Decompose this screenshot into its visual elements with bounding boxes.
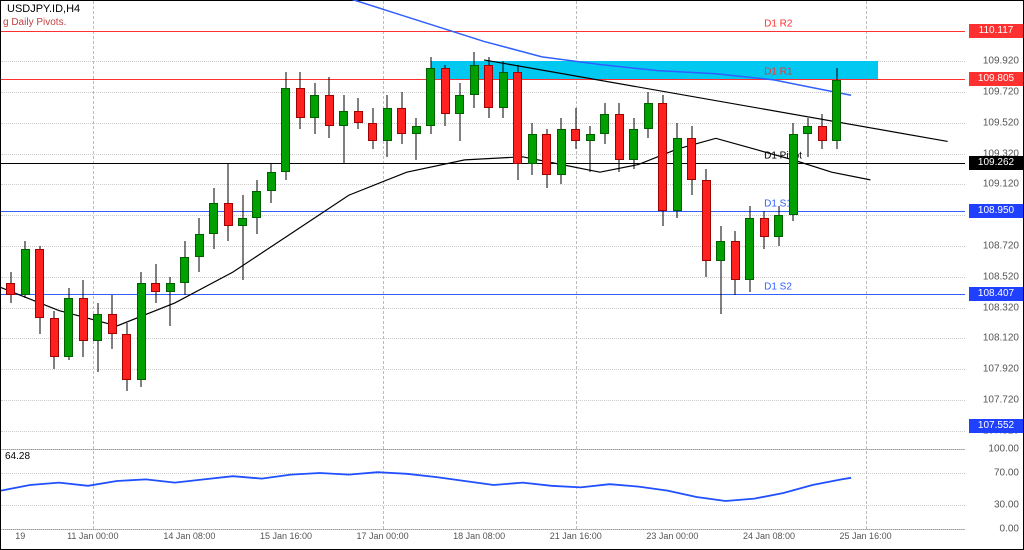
- candlestick[interactable]: [773, 206, 784, 246]
- candlestick[interactable]: [411, 118, 422, 160]
- candlestick[interactable]: [425, 57, 436, 134]
- candlestick[interactable]: [49, 311, 60, 369]
- indicator-tick: 70.00: [994, 468, 1019, 479]
- candlestick[interactable]: [208, 188, 219, 250]
- candlestick[interactable]: [309, 83, 320, 134]
- price-tick: 109.120: [983, 179, 1019, 190]
- candlestick[interactable]: [367, 108, 378, 150]
- candlestick[interactable]: [788, 123, 799, 221]
- candlestick[interactable]: [136, 272, 147, 387]
- time-tick: 17 Jan 00:00: [357, 531, 409, 541]
- chart-subtitle: g Daily Pivots.: [3, 17, 66, 28]
- price-tick: 109.920: [983, 56, 1019, 67]
- candlestick[interactable]: [194, 218, 205, 272]
- candlestick[interactable]: [324, 77, 335, 139]
- candlestick[interactable]: [5, 272, 16, 303]
- price-tag: 108.407: [969, 287, 1023, 301]
- time-tick: 14 Jan 08:00: [163, 531, 215, 541]
- price-tick: 109.720: [983, 87, 1019, 98]
- candlestick[interactable]: [107, 295, 118, 349]
- chart-title: USDJPY.ID,H4: [7, 3, 80, 15]
- indicator-tick: 100.00: [988, 444, 1019, 455]
- candlestick[interactable]: [512, 65, 523, 180]
- indicator-panel[interactable]: 64.28: [1, 449, 965, 530]
- price-tick: 109.520: [983, 117, 1019, 128]
- candlestick[interactable]: [643, 92, 654, 138]
- candlestick[interactable]: [599, 103, 610, 145]
- candlestick[interactable]: [715, 226, 726, 314]
- candlestick[interactable]: [527, 123, 538, 175]
- price-tick: 108.520: [983, 271, 1019, 282]
- price-tick: 107.720: [983, 394, 1019, 405]
- candlestick[interactable]: [483, 57, 494, 119]
- candlestick[interactable]: [150, 264, 161, 302]
- indicator-tick: 0.00: [1000, 524, 1019, 535]
- main-price-panel[interactable]: D1 R2D1 R1D1 PivotD1 S1D1 S2: [1, 1, 965, 450]
- time-tick: 24 Jan 08:00: [743, 531, 795, 541]
- candlestick[interactable]: [353, 98, 364, 129]
- candlestick[interactable]: [817, 114, 828, 149]
- candlestick[interactable]: [454, 83, 465, 141]
- candlestick[interactable]: [34, 246, 45, 334]
- candlestick[interactable]: [237, 195, 248, 280]
- price-tick: 108.120: [983, 333, 1019, 344]
- price-tag: 110.117: [969, 24, 1023, 38]
- price-tag: 107.552: [969, 419, 1023, 433]
- candlestick[interactable]: [382, 95, 393, 157]
- candlestick[interactable]: [396, 92, 407, 144]
- candlestick[interactable]: [251, 180, 262, 234]
- candlestick[interactable]: [628, 118, 639, 169]
- candlestick[interactable]: [498, 61, 509, 118]
- chart-container: USDJPY.ID,H4 g Daily Pivots. D1 R2D1 R1D…: [0, 0, 1024, 550]
- candlestick[interactable]: [179, 241, 190, 295]
- candlestick[interactable]: [686, 126, 697, 195]
- candlestick[interactable]: [338, 95, 349, 164]
- candlestick[interactable]: [165, 277, 176, 326]
- candlestick[interactable]: [469, 52, 480, 107]
- candlestick[interactable]: [295, 72, 306, 129]
- candlestick[interactable]: [570, 108, 581, 150]
- candlestick[interactable]: [730, 231, 741, 296]
- indicator-value: 64.28: [5, 451, 30, 462]
- price-tick: 107.920: [983, 364, 1019, 375]
- candlestick[interactable]: [280, 72, 291, 180]
- time-tick: 21 Jan 16:00: [550, 531, 602, 541]
- price-axis: 107.520107.720107.920108.120108.320108.5…: [965, 1, 1023, 449]
- time-tick: 15 Jan 16:00: [260, 531, 312, 541]
- candlestick[interactable]: [121, 323, 132, 391]
- time-tick: 18 Jan 08:00: [453, 531, 505, 541]
- candlestick[interactable]: [20, 241, 31, 298]
- candlestick[interactable]: [541, 129, 552, 187]
- candlestick[interactable]: [63, 288, 74, 360]
- candlestick[interactable]: [92, 303, 103, 372]
- time-tick: 19: [15, 531, 25, 541]
- indicator-tick: 30.00: [994, 500, 1019, 511]
- indicator-axis: 0.0030.0070.00100.00: [965, 449, 1023, 529]
- candlestick[interactable]: [440, 65, 451, 127]
- candlestick[interactable]: [744, 206, 755, 292]
- price-tag: 108.950: [969, 204, 1023, 218]
- candlestick[interactable]: [585, 126, 596, 172]
- price-tag: 109.805: [969, 72, 1023, 86]
- time-tick: 11 Jan 00:00: [67, 531, 118, 541]
- price-tag: 109.262: [969, 156, 1023, 170]
- candlestick[interactable]: [556, 118, 567, 184]
- candlestick[interactable]: [266, 164, 277, 202]
- candlestick[interactable]: [78, 280, 89, 357]
- price-tick: 108.720: [983, 240, 1019, 251]
- time-tick: 25 Jan 16:00: [840, 531, 892, 541]
- time-tick: 23 Jan 00:00: [646, 531, 698, 541]
- candlestick[interactable]: [657, 95, 668, 226]
- candlestick[interactable]: [701, 169, 712, 277]
- candlestick[interactable]: [802, 118, 813, 156]
- candlestick[interactable]: [759, 211, 770, 249]
- price-tick: 108.320: [983, 302, 1019, 313]
- candlestick[interactable]: [831, 68, 842, 150]
- time-axis: 19 11 Jan 00:00 14 Jan 08:00 15 Jan 16:00 17…: [1, 527, 965, 549]
- candlestick[interactable]: [223, 164, 234, 241]
- candlestick[interactable]: [672, 123, 683, 218]
- candlestick[interactable]: [614, 103, 625, 172]
